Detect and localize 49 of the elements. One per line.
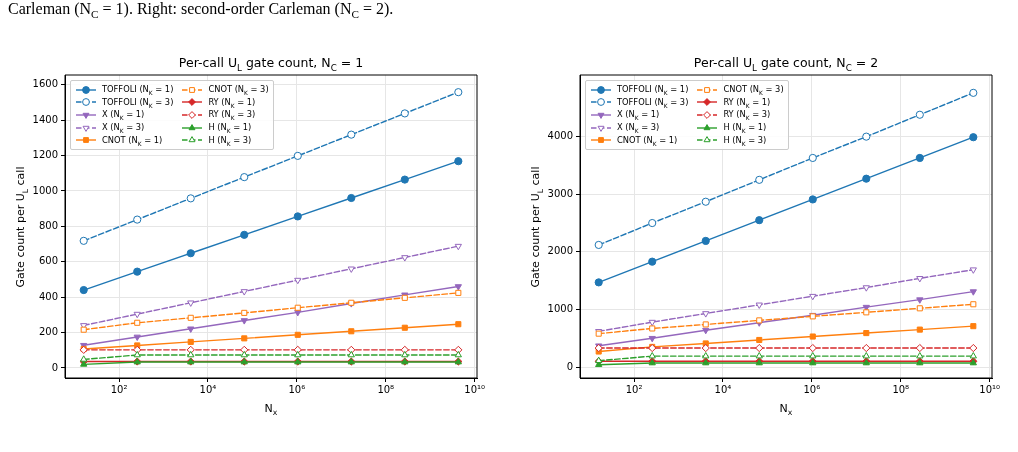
legend-label: X (N$_{K}$ = 1) [102, 109, 145, 121]
x-tick-label: 10¹⁰ [464, 383, 486, 395]
x-tick-label: 10² [625, 383, 643, 395]
y-tick-label: 800 [38, 219, 58, 231]
x-tick-label: 10⁴ [714, 383, 732, 395]
y-tick-label: 2000 [547, 245, 573, 257]
legend-label: CNOT (N$_{K}$ = 3) [208, 84, 269, 96]
legend-label: TOFFOLI (N$_{K}$ = 3) [102, 96, 174, 109]
x-tick-label: 10⁸ [892, 383, 910, 395]
y-tick-label: 1400 [32, 113, 58, 125]
legend-label: H (N$_{K}$ = 3) [723, 134, 767, 147]
text: Carleman (N$_{C}$ = 1). Right: second-order Carleman (N$_{C}$ = 2). [8, 0, 394, 21]
y-tick-label: 0 [566, 360, 573, 372]
legend-label: X (N$_{K}$ = 1) [617, 109, 660, 121]
y-tick-label: 400 [38, 290, 58, 302]
legend-label: X (N$_{K}$ = 3) [102, 121, 145, 134]
legend-label: RY (N$_{K}$ = 1) [723, 96, 771, 109]
x-tick-label: 10⁶ [803, 383, 821, 395]
legend-label: CNOT (N$_{K}$ = 1) [102, 134, 163, 147]
x-tick-label: 10⁸ [377, 383, 395, 395]
chart-title: Per-call U$_{L}$ gate count, N$_{C}$ = 1 [177, 55, 365, 73]
x-tick-label: 10⁴ [199, 383, 217, 395]
y-tick-label: 0 [51, 361, 58, 373]
y-tick-label: 600 [38, 255, 58, 267]
legend-label: H (N$_{K}$ = 3) [208, 134, 252, 147]
x-tick-label: 10¹⁰ [979, 383, 1001, 395]
chart-title: Per-call U$_{L}$ gate count, N$_{C}$ = 2 [692, 55, 880, 73]
legend-label: RY (N$_{K}$ = 3) [723, 109, 771, 121]
legend-label: H (N$_{K}$ = 1) [208, 121, 252, 134]
legend-label: H (N$_{K}$ = 1) [723, 121, 767, 134]
legend-label: RY (N$_{K}$ = 3) [208, 109, 256, 121]
x-tick-label: 10⁶ [288, 383, 306, 395]
legend-label: TOFFOLI (N$_{K}$ = 1) [617, 84, 689, 96]
y-tick-label: 1000 [32, 184, 58, 196]
legend-label: X (N$_{K}$ = 3) [617, 121, 660, 134]
legend-label: TOFFOLI (N$_{K}$ = 1) [102, 84, 174, 96]
x-axis-title: N$_{x}$ [263, 402, 279, 418]
x-tick-label: 10² [110, 383, 128, 395]
y-tick-label: 3000 [547, 187, 573, 199]
legend-label: TOFFOLI (N$_{K}$ = 3) [617, 96, 689, 109]
y-tick-label: 200 [38, 326, 58, 338]
x-axis-title: N$_{x}$ [778, 402, 794, 418]
y-tick-label: 1600 [32, 78, 58, 90]
y-tick-label: 1000 [547, 303, 573, 315]
y-tick-label: 1200 [32, 149, 58, 161]
y-tick-label: 4000 [547, 130, 573, 142]
legend-label: RY (N$_{K}$ = 1) [208, 96, 256, 109]
legend-label: CNOT (N$_{K}$ = 3) [723, 84, 784, 96]
legend-label: CNOT (N$_{K}$ = 1) [617, 134, 678, 147]
